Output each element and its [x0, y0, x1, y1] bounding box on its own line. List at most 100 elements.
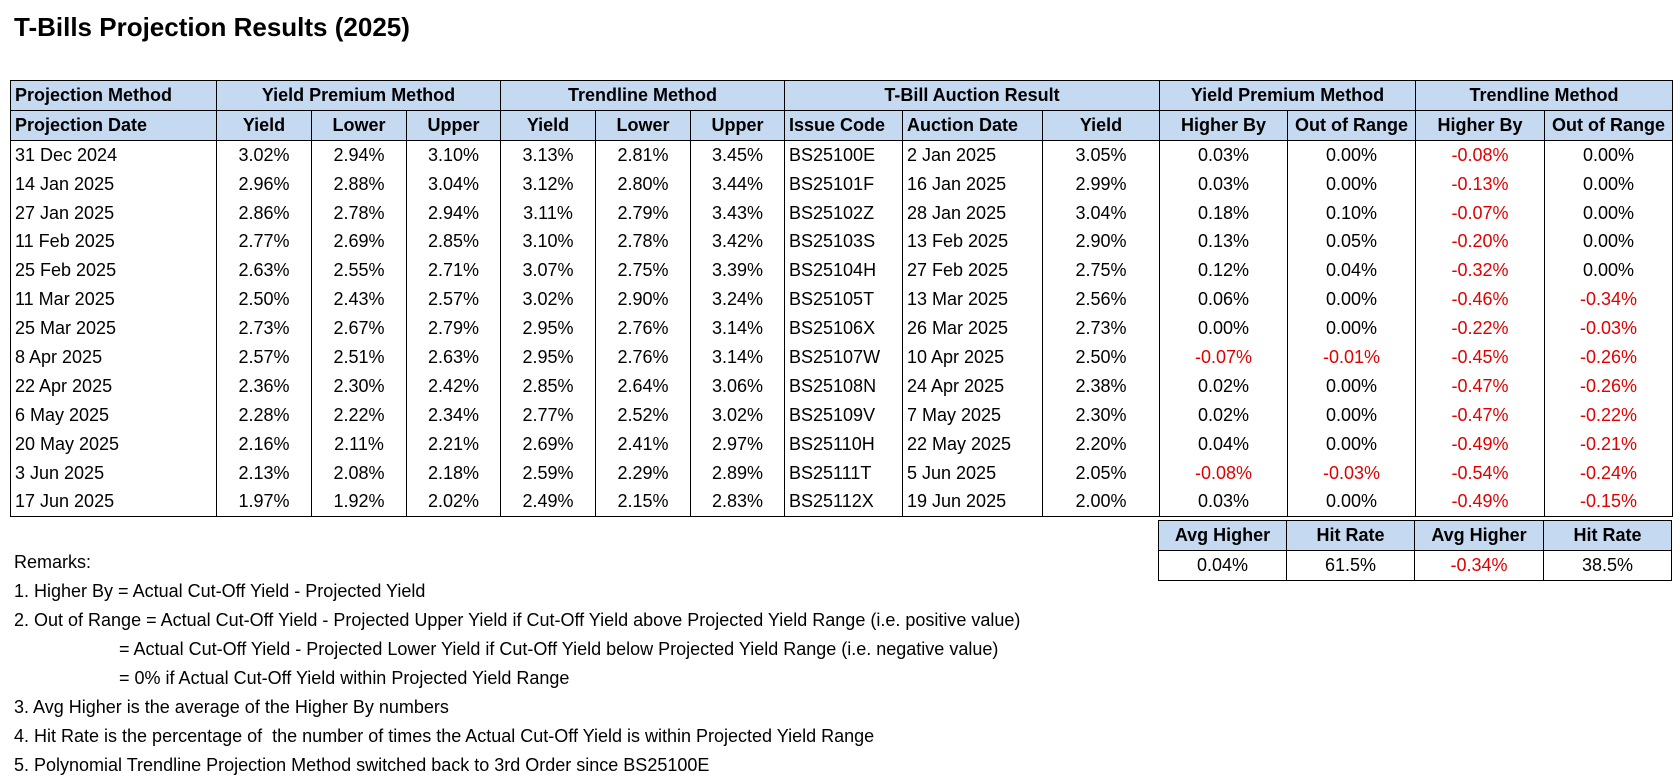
column-header: Yield [1042, 109, 1160, 141]
remarks-section: Remarks: 1. Higher By = Actual Cut-Off Y… [14, 548, 1020, 780]
column-header: Out of Range [1544, 109, 1673, 141]
table-cell: 0.00% [1287, 314, 1416, 344]
table-cell: 0.05% [1287, 227, 1416, 257]
table-cell: -0.49% [1415, 487, 1545, 518]
summary-value: -0.34% [1414, 549, 1544, 581]
table-cell: -0.34% [1544, 285, 1673, 315]
table-cell: 2.69% [311, 227, 407, 257]
summary-header: Hit Rate [1543, 520, 1672, 551]
table-cell: 2.51% [311, 343, 407, 372]
table-cell: 2.00% [1042, 487, 1160, 518]
remark-line: 4. Hit Rate is the percentage of the num… [14, 726, 875, 746]
table-cell: 22 May 2025 [902, 429, 1043, 459]
table-cell: 27 Feb 2025 [902, 256, 1043, 286]
table-cell: 3.05% [1042, 140, 1160, 170]
table-cell: 2.96% [216, 169, 312, 199]
table-cell: 2.77% [500, 400, 596, 430]
table-cell: -0.46% [1415, 285, 1545, 315]
table-cell: 1.97% [216, 487, 312, 518]
table-row: 20 May 2025 2.16% 2.11% 2.21% 2.69% 2.41% 2.97… [10, 429, 1673, 459]
table-cell: 13 Feb 2025 [902, 227, 1043, 257]
table-cell: -0.07% [1415, 198, 1545, 228]
summary-value: 0.04% [1158, 549, 1287, 581]
table-cell: 16 Jan 2025 [902, 169, 1043, 199]
table-cell: -0.13% [1415, 169, 1545, 199]
table-cell: BS25109V [784, 400, 903, 430]
table-cell: 2.13% [216, 458, 312, 488]
table-cell: 2.55% [311, 256, 407, 286]
table-cell: 2.80% [595, 169, 691, 199]
table-cell: 2.78% [311, 198, 407, 228]
table-cell: 3.02% [690, 400, 785, 430]
table-cell: BS25108N [784, 371, 903, 401]
table-cell: 24 Apr 2025 [902, 371, 1043, 401]
table-cell: 3.07% [500, 256, 596, 286]
table-cell: 11 Mar 2025 [10, 285, 217, 315]
table-cell: 2.88% [311, 169, 407, 199]
table-cell: -0.49% [1415, 429, 1545, 459]
summary-table: Avg Higher Hit Rate Avg Higher Hit Rate 0.0… [1158, 520, 1672, 581]
table-cell: BS25107W [784, 343, 903, 372]
table-cell: 0.02% [1159, 400, 1288, 430]
table-cell: 2.67% [311, 314, 407, 344]
projection-method-header: Projection Method [10, 80, 217, 111]
table-cell: 2 Jan 2025 [902, 140, 1043, 170]
table-cell: -0.21% [1544, 429, 1673, 459]
table-cell: 2.79% [406, 314, 501, 344]
table-cell: 3.06% [690, 371, 785, 401]
table-cell: 3.12% [500, 169, 596, 199]
table-cell: 3.02% [216, 140, 312, 170]
table-cell: 2.99% [1042, 169, 1160, 199]
table-cell: 2.94% [311, 140, 407, 170]
table-cell: 2.11% [311, 429, 407, 459]
table-cell: 2.41% [595, 429, 691, 459]
column-header: Projection Date [10, 109, 217, 141]
table-cell: 3.44% [690, 169, 785, 199]
table-row: 3 Jun 2025 2.13% 2.08% 2.18% 2.59% 2.29% 2.89%… [10, 458, 1673, 488]
table-cell: -0.03% [1544, 314, 1673, 344]
table-row: 11 Feb 2025 2.77% 2.69% 2.85% 3.10% 2.78% 3.42… [10, 227, 1673, 257]
table-cell: 20 May 2025 [10, 429, 217, 459]
remark-line: 5. Polynomial Trendline Projection Metho… [14, 755, 710, 775]
table-cell: 10 Apr 2025 [902, 343, 1043, 372]
header-row-columns: Projection Date Yield Lower Upper Yield Lower… [10, 109, 1673, 141]
table-cell: 2.52% [595, 400, 691, 430]
table-cell: 2.75% [1042, 256, 1160, 286]
table-cell: 6 May 2025 [10, 400, 217, 430]
table-row: 17 Jun 2025 1.97% 1.92% 2.02% 2.49% 2.15% 2.83… [10, 487, 1673, 518]
yield-premium-method-comparison-header: Yield Premium Method [1159, 80, 1416, 111]
table-cell: 2.95% [500, 314, 596, 344]
trendline-method-comparison-header: Trendline Method [1415, 80, 1673, 111]
table-cell: -0.15% [1544, 487, 1673, 518]
remark-line: = 0% if Actual Cut-Off Yield within Proj… [14, 668, 570, 688]
table-cell: 14 Jan 2025 [10, 169, 217, 199]
remark-line: 3. Avg Higher is the average of the High… [14, 697, 449, 717]
column-header: Yield [500, 109, 596, 141]
table-row: 22 Apr 2025 2.36% 2.30% 2.42% 2.85% 2.64% 3.06… [10, 371, 1673, 401]
column-header: Upper [406, 109, 501, 141]
table-cell: 0.00% [1544, 256, 1673, 286]
table-cell: 2.89% [690, 458, 785, 488]
table-cell: 0.00% [1287, 487, 1416, 518]
table-cell: 2.38% [1042, 371, 1160, 401]
table-cell: 2.29% [595, 458, 691, 488]
table-cell: 2.83% [690, 487, 785, 518]
table-cell: 2.73% [1042, 314, 1160, 344]
table-row: 25 Mar 2025 2.73% 2.67% 2.79% 2.95% 2.76% 3.14… [10, 314, 1673, 344]
table-cell: -0.03% [1287, 458, 1416, 488]
summary-header: Avg Higher [1414, 520, 1544, 551]
table-cell: 2.59% [500, 458, 596, 488]
table-cell: 0.10% [1287, 198, 1416, 228]
table-cell: -0.26% [1544, 371, 1673, 401]
table-cell: 0.00% [1544, 227, 1673, 257]
table-cell: -0.26% [1544, 343, 1673, 372]
table-cell: -0.32% [1415, 256, 1545, 286]
table-cell: 3.13% [500, 140, 596, 170]
table-cell: 2.21% [406, 429, 501, 459]
table-cell: 2.76% [595, 314, 691, 344]
table-cell: -0.20% [1415, 227, 1545, 257]
table-cell: 22 Apr 2025 [10, 371, 217, 401]
column-header: Lower [595, 109, 691, 141]
table-cell: 2.76% [595, 343, 691, 372]
table-cell: 2.97% [690, 429, 785, 459]
